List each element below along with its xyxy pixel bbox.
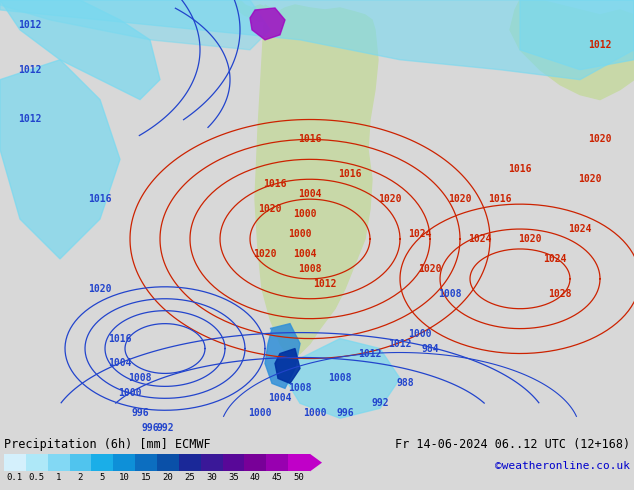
Text: 1012: 1012 bbox=[388, 339, 411, 348]
Text: 1020: 1020 bbox=[418, 264, 442, 274]
Text: 992: 992 bbox=[156, 423, 174, 433]
Text: 1020: 1020 bbox=[588, 134, 612, 145]
Text: 20: 20 bbox=[162, 473, 173, 483]
Polygon shape bbox=[265, 323, 300, 389]
Bar bbox=[157, 454, 179, 471]
Text: 1024: 1024 bbox=[568, 224, 592, 234]
Polygon shape bbox=[0, 0, 270, 50]
Text: 1: 1 bbox=[56, 473, 61, 483]
Text: 1016: 1016 bbox=[88, 194, 112, 204]
Text: 1024: 1024 bbox=[408, 229, 432, 239]
Text: 1012: 1012 bbox=[18, 65, 42, 74]
Bar bbox=[266, 454, 288, 471]
Text: 1024: 1024 bbox=[543, 254, 567, 264]
Text: 15: 15 bbox=[141, 473, 152, 483]
Text: 988: 988 bbox=[396, 378, 414, 389]
Text: 1012: 1012 bbox=[313, 279, 337, 289]
Text: 1000: 1000 bbox=[294, 209, 317, 219]
Text: 40: 40 bbox=[250, 473, 261, 483]
Bar bbox=[201, 454, 223, 471]
Text: 1008: 1008 bbox=[328, 373, 352, 383]
Text: 1020: 1020 bbox=[253, 249, 277, 259]
Text: 1016: 1016 bbox=[339, 169, 362, 179]
Text: 996: 996 bbox=[336, 408, 354, 418]
Text: 1000: 1000 bbox=[119, 389, 142, 398]
Bar bbox=[4, 454, 26, 471]
Text: 2: 2 bbox=[78, 473, 83, 483]
Text: 1016: 1016 bbox=[298, 134, 321, 145]
Bar bbox=[135, 454, 157, 471]
Text: 1020: 1020 bbox=[518, 234, 541, 244]
Text: 1016: 1016 bbox=[508, 164, 532, 174]
Bar bbox=[91, 454, 113, 471]
Text: ©weatheronline.co.uk: ©weatheronline.co.uk bbox=[495, 461, 630, 471]
Text: 1020: 1020 bbox=[448, 194, 472, 204]
Text: 25: 25 bbox=[184, 473, 195, 483]
Bar bbox=[245, 454, 266, 471]
Text: 996: 996 bbox=[131, 408, 149, 418]
Text: 0.1: 0.1 bbox=[7, 473, 23, 483]
Bar bbox=[48, 454, 70, 471]
Text: 1016: 1016 bbox=[488, 194, 512, 204]
Text: 1008: 1008 bbox=[438, 289, 462, 299]
Text: 1008: 1008 bbox=[298, 264, 321, 274]
Text: 1012: 1012 bbox=[18, 115, 42, 124]
FancyArrow shape bbox=[310, 454, 322, 471]
Text: 1000: 1000 bbox=[303, 408, 327, 418]
Text: Fr 14-06-2024 06..12 UTC (12+168): Fr 14-06-2024 06..12 UTC (12+168) bbox=[395, 439, 630, 451]
Polygon shape bbox=[510, 0, 634, 99]
Text: 1000: 1000 bbox=[288, 229, 312, 239]
Text: 10: 10 bbox=[119, 473, 129, 483]
Polygon shape bbox=[255, 5, 378, 359]
Text: 992: 992 bbox=[371, 398, 389, 408]
Text: 1016: 1016 bbox=[263, 179, 287, 189]
Text: 0.5: 0.5 bbox=[29, 473, 45, 483]
Text: 1012: 1012 bbox=[18, 20, 42, 30]
Text: 1024: 1024 bbox=[469, 234, 492, 244]
Text: 1004: 1004 bbox=[294, 249, 317, 259]
Text: 1008: 1008 bbox=[288, 383, 312, 393]
Bar bbox=[223, 454, 245, 471]
Text: 1020: 1020 bbox=[258, 204, 281, 214]
Text: 1028: 1028 bbox=[548, 289, 572, 299]
Text: 1004: 1004 bbox=[268, 393, 292, 403]
Text: 50: 50 bbox=[294, 473, 304, 483]
Polygon shape bbox=[275, 348, 300, 383]
Bar bbox=[179, 454, 201, 471]
Text: 996: 996 bbox=[141, 423, 158, 433]
Text: 45: 45 bbox=[272, 473, 283, 483]
Text: 5: 5 bbox=[100, 473, 105, 483]
Bar bbox=[113, 454, 135, 471]
Text: 35: 35 bbox=[228, 473, 239, 483]
Text: 1012: 1012 bbox=[588, 40, 612, 50]
Polygon shape bbox=[288, 339, 400, 418]
Text: 1020: 1020 bbox=[378, 194, 402, 204]
Text: 1000: 1000 bbox=[408, 329, 432, 339]
Text: 1016: 1016 bbox=[108, 334, 132, 343]
Text: 1000: 1000 bbox=[249, 408, 272, 418]
Polygon shape bbox=[0, 0, 160, 99]
Polygon shape bbox=[520, 0, 634, 70]
Text: 1008: 1008 bbox=[128, 373, 152, 383]
Text: 1020: 1020 bbox=[88, 284, 112, 294]
Bar bbox=[288, 454, 310, 471]
Text: 1004: 1004 bbox=[298, 189, 321, 199]
Text: 1004: 1004 bbox=[108, 359, 132, 368]
Bar bbox=[26, 454, 48, 471]
Polygon shape bbox=[0, 0, 634, 80]
Text: 1020: 1020 bbox=[578, 174, 602, 184]
Polygon shape bbox=[0, 60, 120, 259]
Polygon shape bbox=[235, 0, 272, 22]
Text: 30: 30 bbox=[206, 473, 217, 483]
Text: Precipitation (6h) [mm] ECMWF: Precipitation (6h) [mm] ECMWF bbox=[4, 439, 210, 451]
Text: 984: 984 bbox=[421, 343, 439, 353]
Polygon shape bbox=[250, 8, 285, 40]
Bar bbox=[70, 454, 91, 471]
Text: 1012: 1012 bbox=[358, 348, 382, 359]
